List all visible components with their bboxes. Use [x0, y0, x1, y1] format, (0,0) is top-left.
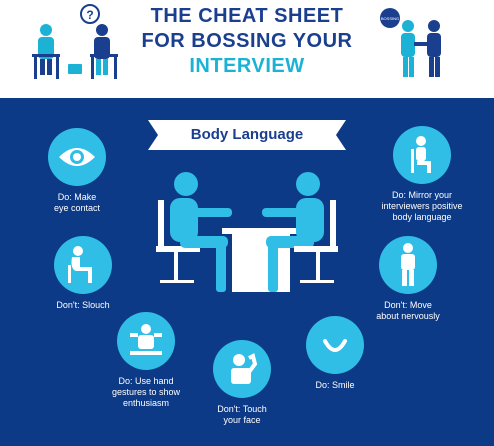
svg-text:?: ?	[86, 8, 93, 22]
item-eye-contact: Do: Make eye contact	[40, 128, 114, 214]
interview-scene-icon	[150, 170, 344, 305]
caption-mirror: Do: Mirror your interviewers positive bo…	[381, 190, 463, 222]
header-zigzag-divider	[0, 91, 494, 99]
caption-hand-gestures: Do: Use hand gestures to show enthusiasm	[111, 376, 181, 408]
smile-icon	[306, 316, 364, 374]
caption-touch-face: Don't: Touch your face	[217, 404, 267, 425]
caption-slouch: Don't: Slouch	[56, 300, 110, 310]
touch-face-icon	[213, 340, 271, 398]
interview-illustration-icon: ?	[28, 4, 128, 89]
item-smile: Do: Smile	[300, 316, 370, 391]
section-title: Body Language	[190, 126, 304, 143]
title-line-1: THE CHEAT SHEET	[150, 5, 344, 27]
page-title: THE CHEAT SHEET FOR BOSSING YOUR INTERVI…	[130, 4, 364, 79]
slouch-icon	[54, 236, 112, 294]
item-slouch: Don't: Slouch	[48, 236, 118, 311]
standing-still-icon	[379, 236, 437, 294]
handshake-illustration-icon: BOSSING	[370, 4, 460, 89]
eye-icon	[48, 128, 106, 186]
item-touch-face: Don't: Touch your face	[204, 340, 280, 426]
section-ribbon	[148, 120, 346, 150]
item-hand-gestures: Do: Use hand gestures to show enthusiasm	[104, 312, 188, 409]
title-line-3: INTERVIEW	[189, 55, 305, 77]
caption-move-nervously: Don't: Move about nervously	[376, 300, 440, 321]
header: ? THE CHEAT SHEET FOR BOSSING YOUR INTER…	[0, 0, 494, 98]
hand-gestures-icon	[117, 312, 175, 370]
mirror-icon	[393, 126, 451, 184]
badge-text: BOSSING	[381, 16, 399, 21]
caption-smile: Do: Smile	[315, 380, 355, 390]
caption-eye-contact: Do: Make eye contact	[53, 192, 101, 213]
title-line-2: FOR BOSSING YOUR	[141, 30, 353, 52]
item-mirror: Do: Mirror your interviewers positive bo…	[368, 126, 476, 223]
item-move-nervously: Don't: Move about nervously	[368, 236, 448, 322]
